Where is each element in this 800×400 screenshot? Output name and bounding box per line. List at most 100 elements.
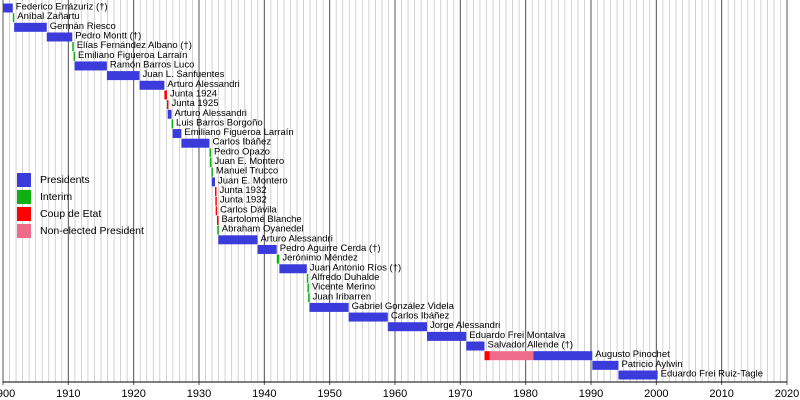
timeline-bar: [533, 351, 593, 361]
row-label: Eduardo Frei Ruiz-Tagle: [661, 369, 763, 380]
row-label: Ramón Barros Luco: [110, 59, 194, 70]
timeline-bar: [427, 331, 467, 341]
row-label: Luis Barros Borgoño: [176, 117, 263, 128]
row-label: Juan L. Sanfuentes: [143, 69, 225, 80]
row-label: Junta 1924: [170, 88, 217, 99]
timeline-bar: [181, 138, 210, 148]
row-label: Manuel Trucco: [216, 166, 278, 177]
timeline-bar: [257, 244, 277, 254]
x-tick-label: 1970: [448, 388, 472, 400]
timeline-bar: [387, 322, 428, 332]
row-label: Arturo Alessandri: [175, 108, 247, 119]
legend-label: Non-elected President: [40, 225, 144, 237]
x-tick-label: 2020: [775, 388, 799, 400]
x-tick-label: 1920: [121, 388, 145, 400]
legend-label: Interim: [40, 191, 72, 203]
row-label: Augusto Pinochet: [595, 349, 670, 360]
timeline-bar: [215, 206, 218, 216]
timeline-bar: [3, 3, 13, 13]
timeline-bar: [167, 109, 172, 119]
x-tick-label: 1900: [0, 388, 15, 400]
row-label: Salvador Allende (†): [488, 340, 574, 351]
timeline-bar: [14, 22, 47, 32]
timeline-bar: [308, 293, 310, 303]
timeline-bar: [218, 235, 258, 245]
row-label: Emiliano Figueroa Larraín: [78, 50, 187, 61]
row-label: Abraham Oyanedel: [222, 224, 304, 235]
row-label: Junta 1932: [220, 195, 267, 206]
timeline-bar: [215, 196, 217, 206]
timeline-bar: [46, 32, 73, 42]
row-label: Germán Riesco: [50, 21, 116, 32]
timeline-bar: [489, 351, 534, 361]
legend-swatch: [17, 224, 31, 238]
row-label: Juan E. Montero: [214, 156, 284, 167]
timeline-bar: [106, 71, 140, 81]
timeline-bar: [139, 80, 165, 90]
row-label: Gabriel González Videla: [352, 301, 455, 312]
timeline-bar: [592, 360, 619, 370]
row-label: Alfredo Duhalde: [311, 272, 379, 283]
x-tick-label: 1940: [252, 388, 276, 400]
row-label: Juan Iribarren: [313, 291, 372, 302]
legend-swatch: [17, 190, 31, 204]
timeline-bar: [466, 341, 485, 351]
timeline-bar: [215, 187, 217, 196]
x-tick-label: 1930: [187, 388, 211, 400]
timeline-bar: [307, 283, 309, 293]
timeline-bar: [72, 42, 74, 52]
timeline-bar: [209, 158, 212, 168]
timeline-bar: [209, 148, 211, 158]
timeline-bar: [164, 90, 167, 100]
row-label: Vicente Merino: [312, 282, 375, 293]
timeline-bar: [172, 129, 182, 139]
timeline-bar: [279, 264, 307, 274]
x-tick-label: 2010: [709, 388, 733, 400]
timeline-bar: [171, 119, 174, 129]
timeline-bar: [211, 167, 213, 177]
row-label: Pedro Opazo: [214, 146, 270, 157]
row-label: Carlos Ibáñez: [391, 311, 450, 322]
row-label: Pedro Montt (†): [75, 30, 141, 41]
row-label: Federico Errázuriz (†): [16, 2, 108, 13]
x-tick-label: 1960: [383, 388, 407, 400]
row-label: Eduardo Frei Montalva: [469, 330, 566, 341]
x-tick-label: 1910: [56, 388, 80, 400]
legend-swatch: [17, 207, 31, 221]
timeline-bar: [217, 225, 219, 235]
timeline-bar: [73, 51, 76, 61]
row-label: Pedro Aguirre Cerda (†): [280, 243, 381, 254]
legend-swatch: [17, 173, 31, 187]
x-tick-label: 1950: [317, 388, 341, 400]
row-label: Bartolomé Blanche: [221, 214, 301, 225]
timeline-bar: [348, 312, 388, 322]
row-label: Carlos Ibáñez: [212, 137, 271, 148]
timeline-bar: [484, 351, 490, 361]
row-label: Elías Fernández Albano (†): [77, 40, 192, 51]
timeline-bar: [618, 370, 658, 380]
timeline-bar: [12, 13, 15, 23]
timeline-bar: [306, 273, 309, 283]
row-label: Carlos Dávila: [220, 204, 277, 215]
row-label: Junta 1925: [171, 98, 218, 109]
row-label: Junta 1932: [220, 185, 267, 196]
row-label: Jorge Alessandri: [430, 320, 500, 331]
row-label: Emiliano Figueroa Larraín: [184, 127, 293, 138]
timeline-bar: [211, 177, 216, 187]
legend-label: Coup de Etat: [40, 208, 101, 220]
x-tick-label: 2000: [644, 388, 668, 400]
timeline-bar: [166, 100, 169, 110]
row-label: Juan E. Montero: [218, 175, 288, 186]
row-label: Aníbal Zañartu: [17, 11, 79, 22]
timeline-bar: [309, 302, 349, 312]
row-label: Patricio Aylwin: [621, 359, 682, 370]
legend-label: Presidents: [40, 174, 90, 186]
timeline-bar: [276, 254, 280, 264]
row-label: Arturo Alessandri: [167, 79, 239, 90]
x-tick-label: 1980: [513, 388, 537, 400]
timeline-bar: [216, 215, 219, 225]
row-label: Arturo Alessandri: [260, 233, 332, 244]
row-label: Jerónimo Méndez: [282, 253, 358, 264]
timeline-bar: [74, 61, 107, 71]
